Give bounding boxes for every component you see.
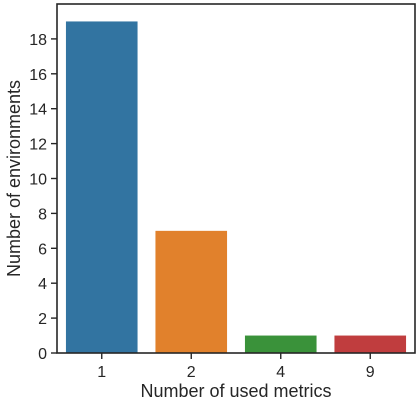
bar-4 (244, 335, 317, 353)
plot-frame (56, 3, 416, 354)
y-tick-label: 0 (38, 346, 47, 363)
y-tick-label: 10 (29, 172, 47, 189)
y-tick-label: 18 (29, 32, 47, 49)
y-tick-label: 16 (29, 67, 47, 84)
x-tick-label: 1 (97, 364, 106, 381)
y-tick-label: 4 (38, 276, 47, 293)
y-tick-label: 2 (38, 311, 47, 328)
bars-group (65, 21, 407, 353)
y-tick-label: 6 (38, 241, 47, 258)
x-axis-label: Number of used metrics (140, 381, 331, 401)
y-tick-label: 14 (29, 102, 47, 119)
x-tick-label: 9 (366, 364, 375, 381)
x-axis-ticks: 1 2 4 9 (97, 353, 375, 381)
x-tick-label: 4 (276, 364, 285, 381)
y-tick-label: 8 (38, 206, 47, 223)
bar-2 (155, 230, 228, 353)
y-tick-label: 12 (29, 137, 47, 154)
bar-1 (65, 21, 138, 353)
y-axis-ticks: 0 2 4 6 8 10 12 14 16 18 (29, 32, 57, 363)
x-tick-label: 2 (187, 364, 196, 381)
y-axis-label: Number of environments (4, 80, 24, 277)
bar-9 (334, 335, 407, 353)
